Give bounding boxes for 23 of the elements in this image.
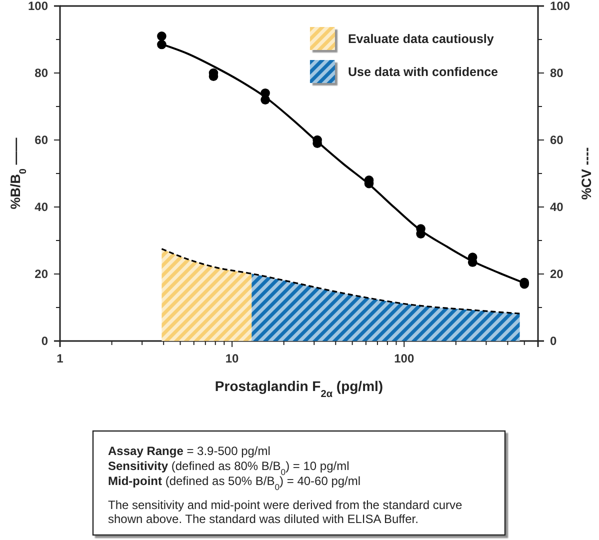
y-tick-label: 60 bbox=[34, 132, 48, 147]
y2-tick-label: 40 bbox=[550, 200, 564, 214]
text: Mid-point (defined as 50% B/B$_{0}$) = 40-60 pg/ml bbox=[108, 474, 361, 492]
y-tick-label: 80 bbox=[34, 66, 48, 80]
y-tick-label: 100 bbox=[28, 0, 48, 13]
y2-tick-label: 60 bbox=[550, 132, 564, 147]
y2-tick-label: 80 bbox=[550, 66, 564, 80]
text: Assay Range = 3.9-500 pg/ml bbox=[108, 444, 270, 458]
x-tick-label: 100 bbox=[394, 352, 414, 366]
legend-label: Use data with confidence bbox=[348, 65, 498, 79]
y-tick-label: 0 bbox=[41, 334, 48, 348]
y2-tick-label: 0 bbox=[550, 334, 557, 348]
text: Sensitivity (defined as 80% B/B$_{0}$) = 10 pg/ml bbox=[108, 459, 350, 477]
x-tick-label: 10 bbox=[225, 352, 240, 366]
y-tick-label: 40 bbox=[34, 200, 48, 214]
y2-tick-label: 20 bbox=[550, 266, 564, 281]
y2-tick-label: 100 bbox=[550, 0, 570, 13]
y2-axis-title: %CV ---- bbox=[579, 147, 594, 200]
x-tick-label: 1 bbox=[56, 352, 64, 366]
text: The sensitivity and mid-point were derived from the standard curve shown above. The standard was diluted with ELISA Buffer. bbox=[108, 498, 462, 526]
y-tick-label: 20 bbox=[34, 266, 48, 281]
legend-label: Evaluate data cautiously bbox=[348, 32, 494, 46]
x-axis-title: Prostaglandin F$_{2α}$ (pg/ml) bbox=[214, 378, 384, 400]
